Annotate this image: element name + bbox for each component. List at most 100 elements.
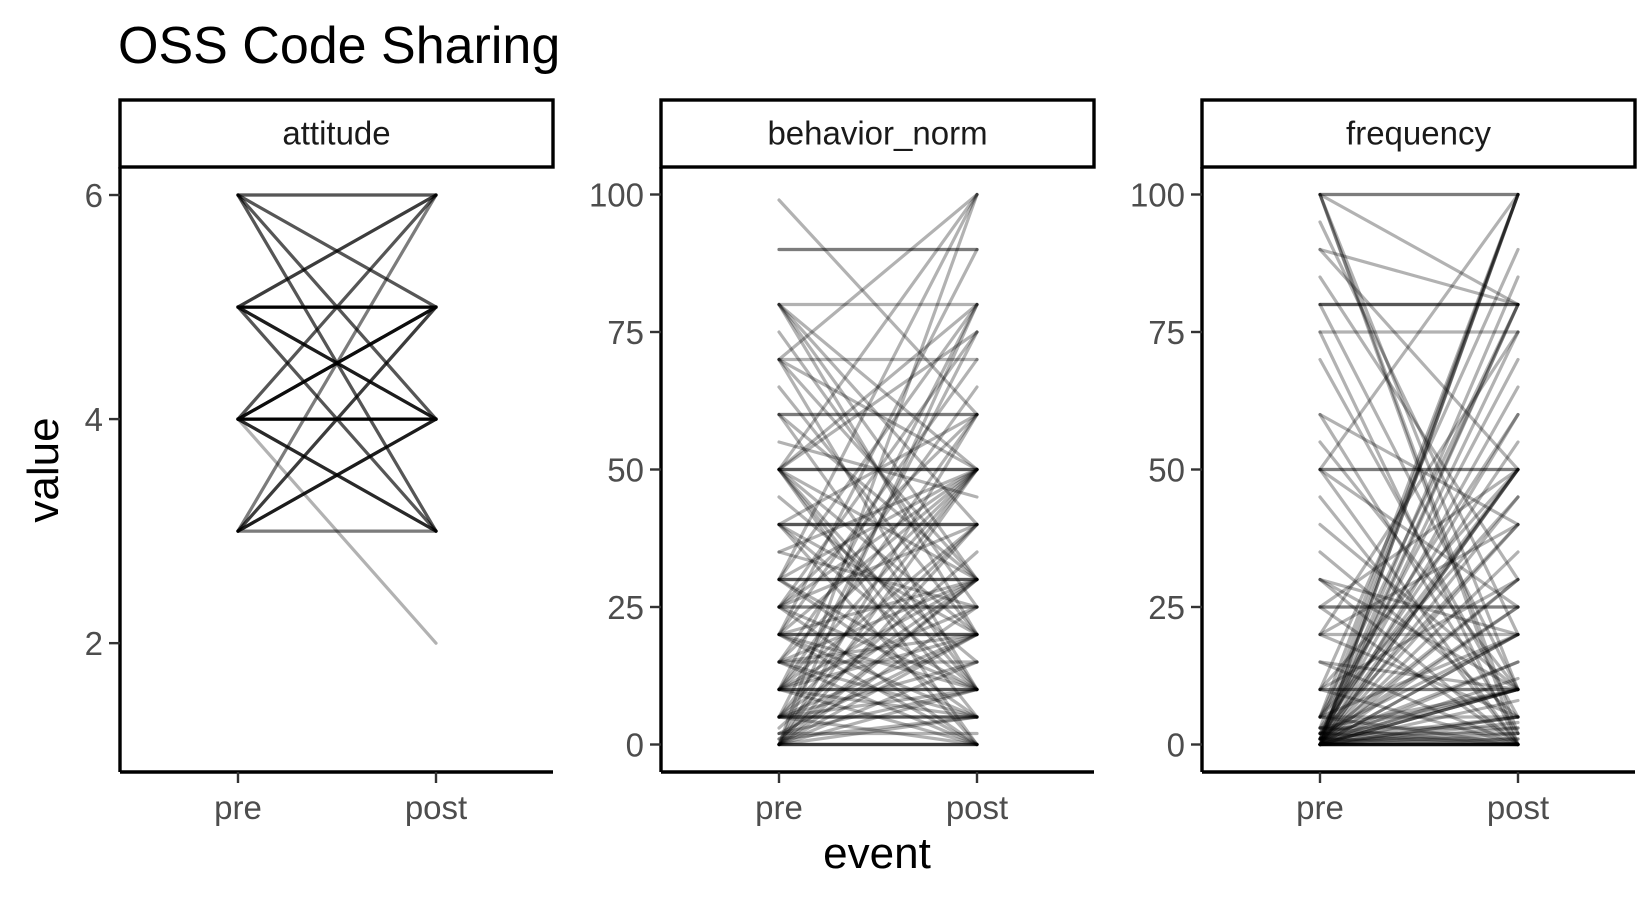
segment-frequency-106 <box>1318 412 1520 747</box>
segment-frequency-16 <box>1318 357 1520 719</box>
segment-behavior_norm-108 <box>777 577 979 747</box>
segment-behavior_norm-29 <box>777 467 979 719</box>
segment-behavior_norm-19 <box>777 440 979 499</box>
x-tick-label-attitude-pre: pre <box>214 789 262 826</box>
segment-frequency-74 <box>1318 385 1520 741</box>
segment-behavior_norm-68 <box>777 577 979 664</box>
segment-attitude-61 <box>236 417 438 533</box>
segment-frequency-104 <box>1318 737 1520 747</box>
segment-behavior_norm-5 <box>777 302 979 582</box>
segment-frequency-22 <box>1318 192 1520 472</box>
chart-title: OSS Code Sharing <box>118 17 560 75</box>
facet-strip-attitude <box>118 98 555 169</box>
segment-frequency-70 <box>1318 577 1520 741</box>
segment-attitude-75 <box>236 417 438 533</box>
segment-frequency-93 <box>1318 577 1520 747</box>
segment-behavior_norm-85 <box>777 605 979 692</box>
segment-behavior_norm-28 <box>777 467 979 692</box>
segment-behavior_norm-17 <box>777 412 979 582</box>
segment-attitude-15 <box>236 193 438 309</box>
segment-behavior_norm-30 <box>777 467 979 747</box>
segment-attitude-14 <box>236 193 438 309</box>
segment-attitude-63 <box>236 417 438 533</box>
facet-strip-label-attitude: attitude <box>282 115 390 152</box>
y-tick-label-behavior_norm-75: 75 <box>607 314 644 351</box>
y-tick-label-attitude-2: 2 <box>85 625 103 662</box>
segment-behavior_norm-116 <box>777 192 979 747</box>
segment-behavior_norm-79 <box>777 522 979 692</box>
x-tick-label-attitude-post: post <box>405 789 467 826</box>
segment-frequency-4 <box>1318 192 1520 747</box>
segment-behavior_norm-23 <box>777 192 979 472</box>
y-tick-label-frequency-75: 75 <box>1148 314 1185 351</box>
segment-behavior_norm-73 <box>777 385 979 664</box>
segment-frequency-46 <box>1318 467 1520 692</box>
segment-frequency-27 <box>1318 550 1520 719</box>
segment-behavior_norm-101 <box>777 577 979 741</box>
segment-behavior_norm-48 <box>777 192 979 582</box>
segment-frequency-58 <box>1318 192 1520 730</box>
segment-frequency-64 <box>1318 687 1520 736</box>
segment-behavior_norm-102 <box>777 715 979 741</box>
segment-behavior_norm-111 <box>777 632 979 747</box>
facet-panel-attitude: attitude 2 4 6 pre post <box>85 98 555 826</box>
segment-attitude-41 <box>236 305 438 421</box>
segment-attitude-42 <box>236 305 438 421</box>
segment-frequency-36 <box>1318 632 1520 719</box>
segment-attitude-30 <box>236 305 438 421</box>
facet-panel-behavior_norm: behavior_norm 0 25 50 75 100 pre post <box>589 98 1096 826</box>
segment-frequency-111 <box>1318 720 1520 747</box>
x-tick-label-behavior_norm-post: post <box>946 789 1008 826</box>
segment-attitude-67 <box>236 193 438 533</box>
segment-frequency-13 <box>1318 302 1520 692</box>
y-tick-label-frequency-50: 50 <box>1148 452 1185 489</box>
segment-behavior_norm-27 <box>777 467 979 637</box>
segment-behavior_norm-91 <box>777 632 979 719</box>
segment-frequency-49 <box>1318 302 1520 719</box>
segment-frequency-77 <box>1318 660 1520 741</box>
segment-behavior_norm-25 <box>777 330 979 472</box>
y-axis-title: value <box>19 417 68 522</box>
segment-behavior_norm-52 <box>777 467 979 609</box>
segment-behavior_norm-84 <box>777 412 979 692</box>
segment-behavior_norm-83 <box>777 687 979 747</box>
segment-attitude-40 <box>236 305 438 421</box>
segment-frequency-26 <box>1318 522 1520 692</box>
y-tick-label-behavior_norm-100: 100 <box>589 177 644 214</box>
segment-attitude-38 <box>236 193 438 421</box>
segment-attitude-3 <box>236 193 438 309</box>
segment-behavior_norm-14 <box>777 385 979 637</box>
y-tick-label-attitude-6: 6 <box>85 177 103 214</box>
segment-behavior_norm-18 <box>777 412 979 692</box>
segment-behavior_norm-94 <box>777 330 979 719</box>
segment-attitude-77 <box>236 417 438 533</box>
segment-attitude-33 <box>236 305 438 421</box>
y-tick-label-behavior_norm-25: 25 <box>607 589 644 626</box>
segment-behavior_norm-90 <box>777 577 979 719</box>
segment-behavior_norm-11 <box>777 357 979 472</box>
segment-frequency-75 <box>1318 605 1520 741</box>
segment-behavior_norm-0 <box>777 198 979 417</box>
segment-behavior_norm-114 <box>777 522 979 747</box>
segment-behavior_norm-8 <box>777 330 979 609</box>
y-tick-label-frequency-25: 25 <box>1148 589 1185 626</box>
x-tick-label-behavior_norm-pre: pre <box>755 789 803 826</box>
segment-behavior_norm-70 <box>777 632 979 664</box>
segment-behavior_norm-95 <box>777 660 979 719</box>
segment-frequency-39 <box>1318 660 1520 692</box>
segment-frequency-59 <box>1318 357 1520 736</box>
segment-frequency-28 <box>1318 577 1520 637</box>
segment-frequency-87 <box>1318 192 1520 747</box>
segment-frequency-5 <box>1318 192 1520 736</box>
segment-behavior_norm-31 <box>777 495 979 664</box>
segment-frequency-92 <box>1318 522 1520 747</box>
segment-behavior_norm-115 <box>777 605 979 747</box>
segment-attitude-76 <box>236 417 438 533</box>
segment-behavior_norm-4 <box>777 302 979 527</box>
segment-behavior_norm-92 <box>777 687 979 719</box>
segment-behavior_norm-12 <box>777 357 979 582</box>
segment-behavior_norm-3 <box>777 302 979 472</box>
segment-attitude-12 <box>236 193 438 309</box>
segment-frequency-24 <box>1318 467 1520 609</box>
